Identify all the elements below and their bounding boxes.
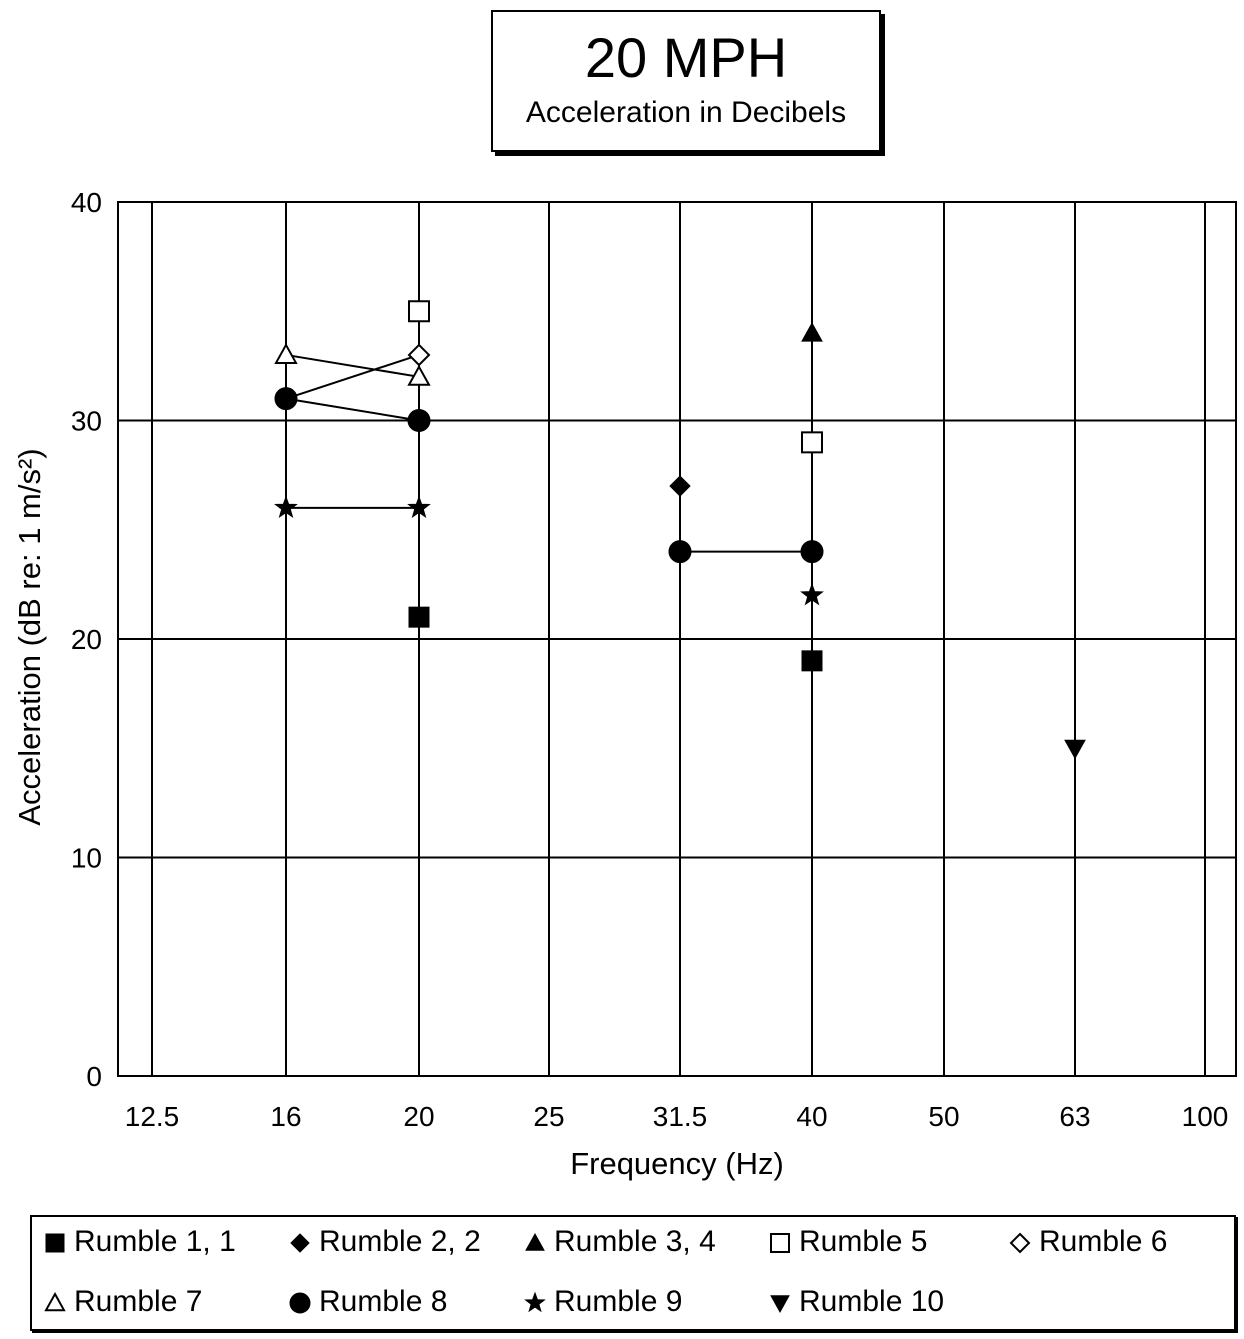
data-point xyxy=(274,342,298,364)
data-point xyxy=(408,300,430,323)
legend-marker-shape xyxy=(44,1291,66,1312)
legend-item: Rumble 2, 2 xyxy=(287,1225,481,1259)
legend-marker xyxy=(525,1232,545,1251)
legend-marker xyxy=(45,1233,65,1253)
y-tick-label: 20 xyxy=(71,624,102,655)
x-tick-label: 31.5 xyxy=(653,1101,708,1132)
legend-marker-shape xyxy=(45,1233,65,1253)
legend-item: Rumble 9 xyxy=(522,1285,682,1319)
legend: Rumble 1, 1 Rumble 2, 2 Rumble 3, 4 Rumble … xyxy=(30,1215,1236,1331)
legend-marker-shape xyxy=(524,1291,546,1313)
legend-label: Rumble 2, 2 xyxy=(319,1225,481,1258)
x-tick-label: 50 xyxy=(928,1101,959,1132)
chart-subtitle: Acceleration in Decibels xyxy=(525,96,847,129)
data-point xyxy=(407,495,431,518)
legend-label: Rumble 6 xyxy=(1039,1225,1168,1258)
y-tick-label: 0 xyxy=(86,1061,102,1092)
legend-marker-shape xyxy=(770,1295,790,1314)
legend-item: Rumble 3, 4 xyxy=(522,1225,716,1259)
series-line xyxy=(285,353,420,400)
legend-marker-shape xyxy=(525,1232,545,1251)
legend-label: Rumble 10 xyxy=(799,1285,945,1318)
legend-item: Rumble 1, 1 xyxy=(42,1225,236,1259)
y-axis-label: Acceleration (dB re: 1 m/s²) xyxy=(12,448,47,825)
x-tick-label: 40 xyxy=(796,1101,827,1132)
x-tick-label: 16 xyxy=(270,1101,301,1132)
data-point xyxy=(801,431,823,454)
x-tick-label: 100 xyxy=(1182,1101,1229,1132)
legend-marker-shape xyxy=(770,1233,790,1253)
chart-title: 20 MPH xyxy=(584,26,788,89)
legend-marker xyxy=(770,1233,790,1253)
data-point xyxy=(669,475,691,497)
legend-marker-shape xyxy=(1009,1232,1031,1254)
legend-label: Rumble 5 xyxy=(799,1225,928,1258)
legend-marker-shape xyxy=(289,1292,311,1314)
x-tick-label: 25 xyxy=(533,1101,564,1132)
y-tick-label: 40 xyxy=(71,187,102,218)
legend-marker xyxy=(770,1295,790,1314)
legend-item: Rumble 6 xyxy=(1007,1225,1167,1259)
legend-label: Rumble 8 xyxy=(319,1285,448,1318)
chart-plot: 0 10 20 30 40 12.5 16 20 25 31.5 40 50 63 100 Frequenc… xyxy=(12,187,1237,1181)
legend-item: Rumble 7 xyxy=(42,1285,202,1319)
series-line xyxy=(285,397,420,422)
x-tick-label: 12.5 xyxy=(125,1101,180,1132)
data-point xyxy=(801,650,823,672)
legend-label: Rumble 7 xyxy=(74,1285,203,1318)
x-tick-label: 63 xyxy=(1059,1101,1090,1132)
legend-marker xyxy=(1009,1232,1031,1254)
legend-label: Rumble 3, 4 xyxy=(554,1225,716,1258)
data-point xyxy=(407,364,431,386)
legend-item: Rumble 5 xyxy=(767,1225,927,1259)
data-point xyxy=(668,540,692,564)
x-tick-label: 20 xyxy=(403,1101,434,1132)
chart-title-box: 20 MPH Acceleration in Decibels xyxy=(491,10,881,152)
x-axis-label: Frequency (Hz) xyxy=(570,1146,784,1181)
data-point xyxy=(800,540,824,564)
legend-marker xyxy=(290,1233,310,1253)
y-tick-label: 10 xyxy=(71,843,102,874)
legend-label: Rumble 9 xyxy=(554,1285,683,1318)
series-line xyxy=(285,353,420,378)
data-point xyxy=(407,343,431,367)
data-point xyxy=(408,606,430,628)
data-point xyxy=(407,409,431,432)
legend-marker-shape xyxy=(290,1233,310,1253)
legend-label: Rumble 1, 1 xyxy=(74,1225,236,1258)
data-point xyxy=(274,495,298,518)
data-point xyxy=(1064,739,1086,760)
y-tick-label: 30 xyxy=(71,406,102,437)
legend-item: Rumble 8 xyxy=(287,1285,447,1319)
legend-marker xyxy=(524,1291,546,1313)
legend-marker xyxy=(44,1291,66,1312)
legend-item: Rumble 10 xyxy=(767,1285,944,1319)
legend-marker xyxy=(289,1292,311,1314)
data-point xyxy=(801,322,823,342)
data-point xyxy=(274,387,298,411)
data-point xyxy=(800,582,824,606)
